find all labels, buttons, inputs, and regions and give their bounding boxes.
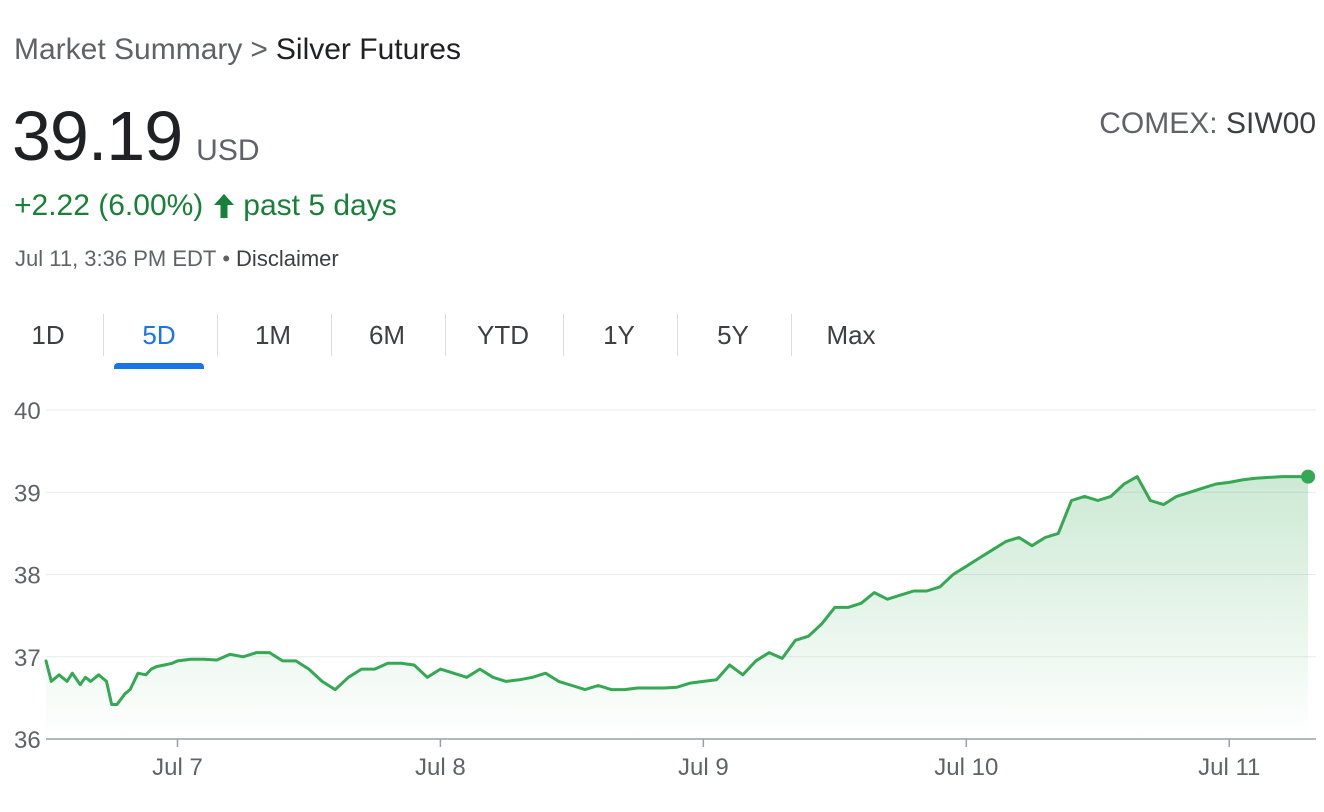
x-tick-label: Jul 9 [678, 754, 729, 781]
meta-separator: • [222, 246, 231, 271]
price-chart[interactable]: 36 37 38 39 40 Jul 7 Jul 8 Jul 9 Jul 10 Jul 11 [0, 390, 1324, 800]
change-value: +2.22 (6.00%) [14, 189, 204, 222]
price-change: +2.22 (6.00%) past 5 days [14, 186, 397, 226]
tab-1y[interactable]: 1Y [603, 320, 635, 350]
x-tick-label: Jul 10 [934, 754, 998, 781]
tab-divider [103, 314, 104, 356]
tab-5d[interactable]: 5D [102, 310, 216, 369]
price-row: 39.19 USD [12, 96, 260, 176]
tab-1d[interactable]: 1D [31, 320, 65, 350]
y-tick-label: 37 [14, 645, 41, 672]
change-period: past 5 days [243, 189, 397, 222]
tab-divider [791, 314, 792, 356]
tab-6m[interactable]: 6M [368, 320, 406, 350]
x-tick-label: Jul 8 [415, 754, 466, 781]
arrow-up-icon [211, 191, 237, 221]
last-price-dot [1301, 469, 1316, 484]
currency-label: USD [196, 134, 260, 167]
tab-divider [217, 314, 218, 356]
timestamp: Jul 11, 3:36 PM EDT [15, 246, 217, 271]
breadcrumb: Market Summary > Silver Futures [14, 30, 461, 70]
y-tick-label: 38 [14, 563, 41, 590]
tab-divider [677, 314, 678, 356]
tab-ytd[interactable]: YTD [477, 320, 529, 350]
y-tick-label: 40 [14, 398, 41, 425]
x-tick-label: Jul 11 [1198, 754, 1260, 781]
tab-divider [563, 314, 564, 356]
current-price: 39.19 [12, 97, 183, 175]
symbol-label: SIW00 [1225, 107, 1316, 140]
tab-divider [445, 314, 446, 356]
breadcrumb-root-link[interactable]: Market Summary [14, 33, 243, 66]
exchange-label: COMEX: [1099, 107, 1218, 140]
y-tick-label: 39 [14, 480, 41, 507]
disclaimer-link[interactable]: Disclaimer [236, 246, 339, 271]
tab-5y[interactable]: 5Y [717, 320, 749, 350]
quote-meta: Jul 11, 3:36 PM EDT • Disclaimer [15, 244, 339, 274]
tab-max[interactable]: Max [826, 320, 876, 350]
tab-divider [331, 314, 332, 356]
breadcrumb-separator: > [250, 33, 268, 66]
ticker-symbol: COMEX: SIW00 [1099, 104, 1316, 144]
price-line [44, 475, 1310, 706]
y-tick-label: 36 [14, 727, 41, 754]
tab-1m[interactable]: 1M [254, 320, 292, 350]
x-tick-label: Jul 7 [152, 754, 203, 781]
breadcrumb-current: Silver Futures [275, 33, 461, 66]
price-area-fill [46, 476, 1309, 739]
active-tab-indicator [114, 363, 204, 369]
